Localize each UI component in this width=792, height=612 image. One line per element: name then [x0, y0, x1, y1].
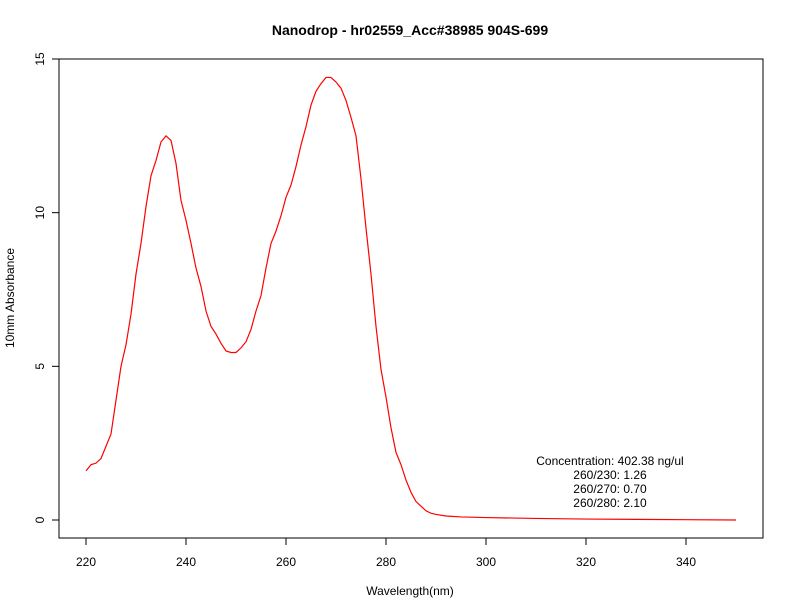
x-tick-label: 300	[476, 555, 496, 569]
x-tick-label: 340	[676, 555, 696, 569]
y-tick-label: 15	[33, 52, 47, 66]
x-axis: 220 240 260 280 300 320 340	[76, 538, 696, 569]
ratio-260-280-text: 260/280: 2.10	[573, 496, 647, 510]
y-tick-label: 0	[33, 516, 47, 523]
x-tick-label: 240	[176, 555, 196, 569]
absorbance-line	[85, 76, 737, 521]
y-tick-label: 10	[33, 206, 47, 220]
chart-title: Nanodrop - hr02559_Acc#38985 904S-699	[272, 22, 548, 38]
plot-frame	[58, 58, 764, 539]
ratio-260-270-text: 260/270: 0.70	[573, 482, 647, 496]
y-axis: 0 5 10 15	[33, 52, 59, 523]
y-axis-label: 10mm Absorbance	[3, 248, 17, 348]
concentration-text: Concentration: 402.38 ng/ul	[536, 454, 683, 468]
y-tick-label: 5	[33, 363, 47, 370]
x-tick-label: 220	[76, 555, 96, 569]
x-axis-label: Wavelength(nm)	[366, 584, 454, 598]
x-tick-label: 280	[376, 555, 396, 569]
x-tick-label: 320	[576, 555, 596, 569]
ratio-260-230-text: 260/230: 1.26	[573, 468, 647, 482]
stats-annotation: Concentration: 402.38 ng/ul 260/230: 1.2…	[536, 454, 683, 510]
x-tick-label: 260	[276, 555, 296, 569]
